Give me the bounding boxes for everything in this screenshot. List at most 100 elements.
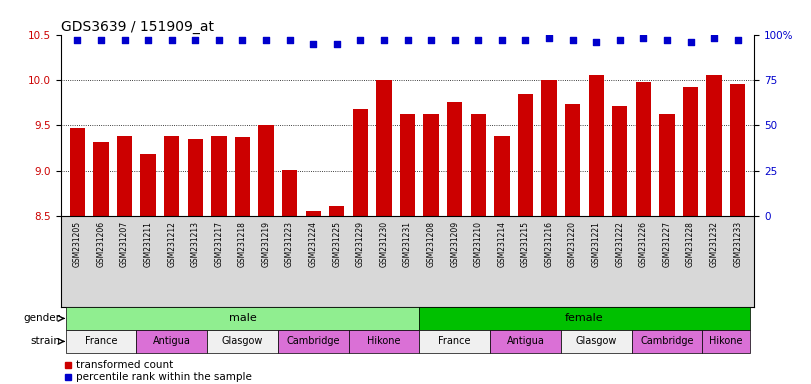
Text: GSM231207: GSM231207 — [120, 221, 129, 267]
Bar — [349, 330, 419, 353]
Point — [590, 39, 603, 45]
Bar — [207, 330, 278, 353]
Point — [260, 37, 272, 43]
Text: GSM231214: GSM231214 — [497, 221, 506, 266]
Text: GSM231224: GSM231224 — [309, 221, 318, 266]
Bar — [282, 170, 298, 216]
Text: GSM231211: GSM231211 — [144, 221, 152, 266]
Text: transformed count: transformed count — [76, 360, 174, 370]
Text: GSM231231: GSM231231 — [403, 221, 412, 266]
Text: gender: gender — [24, 313, 61, 323]
Point — [660, 37, 673, 43]
Point — [519, 37, 532, 43]
Point — [189, 37, 202, 43]
Text: GDS3639 / 151909_at: GDS3639 / 151909_at — [61, 20, 214, 33]
Point — [165, 37, 178, 43]
Text: GSM231212: GSM231212 — [167, 221, 176, 266]
Text: GSM231208: GSM231208 — [427, 221, 436, 266]
Point — [142, 37, 155, 43]
Bar — [353, 109, 368, 216]
Bar — [494, 136, 509, 216]
Text: France: France — [439, 336, 471, 346]
Text: GSM231225: GSM231225 — [333, 221, 341, 266]
Point — [613, 37, 626, 43]
Text: Hikone: Hikone — [367, 336, 401, 346]
Point — [401, 37, 414, 43]
Point — [472, 37, 485, 43]
Bar — [470, 114, 486, 216]
Point — [543, 35, 556, 41]
Bar — [565, 104, 581, 216]
Bar — [706, 75, 722, 216]
Point — [236, 37, 249, 43]
Bar — [589, 75, 604, 216]
Bar — [278, 330, 349, 353]
Bar — [66, 307, 419, 330]
Text: GSM231226: GSM231226 — [639, 221, 648, 266]
Bar — [561, 330, 632, 353]
Bar — [636, 82, 651, 216]
Bar — [329, 206, 345, 216]
Text: France: France — [84, 336, 117, 346]
Bar — [164, 136, 179, 216]
Text: Glasgow: Glasgow — [576, 336, 617, 346]
Text: percentile rank within the sample: percentile rank within the sample — [76, 372, 252, 382]
Point — [732, 37, 744, 43]
Text: female: female — [565, 313, 603, 323]
Point — [448, 37, 461, 43]
Text: GSM231213: GSM231213 — [191, 221, 200, 266]
Text: Cambridge: Cambridge — [640, 336, 693, 346]
Bar — [259, 125, 273, 216]
Bar — [659, 114, 675, 216]
Text: Glasgow: Glasgow — [221, 336, 263, 346]
Bar — [234, 137, 250, 216]
Bar — [730, 84, 745, 216]
Text: GSM231228: GSM231228 — [686, 221, 695, 266]
Bar — [517, 94, 533, 216]
Point — [377, 37, 390, 43]
Text: GSM231229: GSM231229 — [356, 221, 365, 266]
Bar — [187, 139, 203, 216]
Point — [94, 37, 107, 43]
Text: strain: strain — [31, 336, 61, 346]
Text: GSM231221: GSM231221 — [592, 221, 601, 266]
Text: GSM231223: GSM231223 — [285, 221, 294, 266]
Bar — [447, 102, 462, 216]
Text: GSM231222: GSM231222 — [616, 221, 624, 266]
Text: GSM231220: GSM231220 — [569, 221, 577, 266]
Bar — [542, 80, 556, 216]
Text: GSM231227: GSM231227 — [663, 221, 672, 266]
Text: Cambridge: Cambridge — [286, 336, 340, 346]
Text: male: male — [229, 313, 256, 323]
Bar — [400, 114, 415, 216]
Text: GSM231209: GSM231209 — [450, 221, 459, 267]
Text: GSM231205: GSM231205 — [73, 221, 82, 267]
Text: GSM231233: GSM231233 — [733, 221, 742, 267]
Bar — [136, 330, 207, 353]
Text: GSM231232: GSM231232 — [710, 221, 719, 266]
Bar — [70, 128, 85, 216]
Text: Antigua: Antigua — [507, 336, 544, 346]
Bar — [632, 330, 702, 353]
Point — [684, 39, 697, 45]
Bar — [683, 87, 698, 216]
Bar — [702, 330, 749, 353]
Text: GSM231216: GSM231216 — [544, 221, 554, 266]
Text: GSM231219: GSM231219 — [261, 221, 271, 266]
Point — [354, 37, 367, 43]
Text: GSM231210: GSM231210 — [474, 221, 483, 266]
Text: GSM231230: GSM231230 — [380, 221, 388, 267]
Bar — [490, 330, 561, 353]
Bar — [211, 136, 226, 216]
Bar — [93, 142, 109, 216]
Point — [118, 37, 131, 43]
Text: GSM231206: GSM231206 — [97, 221, 105, 267]
Text: GSM231218: GSM231218 — [238, 221, 247, 266]
Point — [330, 41, 343, 47]
Bar — [117, 136, 132, 216]
Point — [212, 37, 225, 43]
Text: Hikone: Hikone — [709, 336, 743, 346]
Point — [566, 37, 579, 43]
Point — [708, 35, 721, 41]
Bar — [612, 106, 628, 216]
